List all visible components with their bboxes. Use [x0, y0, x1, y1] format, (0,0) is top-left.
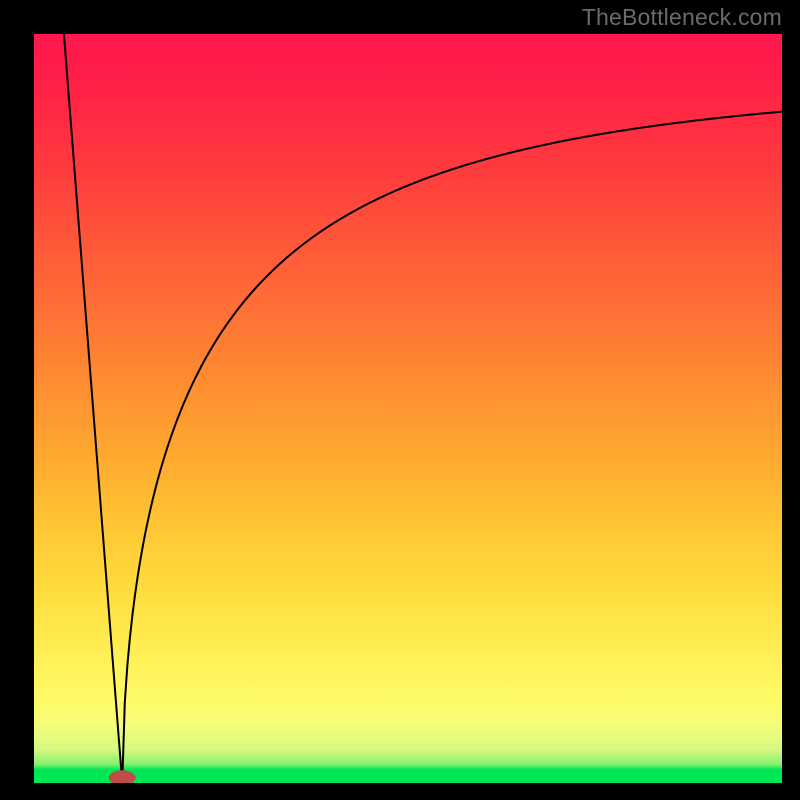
watermark-text: TheBottleneck.com — [582, 4, 782, 31]
plot-area — [34, 34, 782, 783]
gradient-background — [34, 34, 782, 783]
green-baseline-band — [34, 770, 782, 783]
figure-frame: { "watermark": { "text": "TheBottleneck.… — [0, 0, 800, 800]
chart-svg — [34, 34, 782, 783]
